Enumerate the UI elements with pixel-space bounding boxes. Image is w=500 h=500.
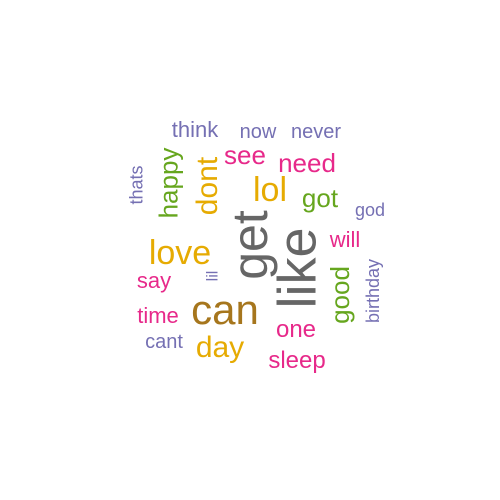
cloud-word-thats: thats [127,165,147,205]
cloud-word-lil: lil [203,270,221,282]
cloud-word-birthday: birthday [362,258,383,324]
cloud-word-day: day [195,331,245,364]
cloud-word-love: love [148,234,212,272]
cloud-word-time: time [137,303,179,328]
cloud-word-see: see [224,140,266,170]
cloud-word-think: think [171,117,219,142]
cloud-word-god: god [354,200,386,220]
cloud-word-now: now [239,121,277,143]
cloud-word-happy: happy [153,147,183,219]
cloud-word-cant: cant [145,331,183,353]
cloud-word-get: get [221,210,278,280]
cloud-word-say: say [136,268,172,293]
cloud-word-never: never [290,121,342,143]
cloud-word-dont: dont [190,156,224,216]
cloud-word-good: good [325,266,355,324]
cloud-word-like: like [268,227,328,309]
cloud-word-need: need [278,148,336,178]
cloud-word-lol: lol [252,171,288,209]
cloud-word-can: can [191,286,259,333]
cloud-word-will: will [329,227,361,252]
cloud-word-one: one [275,316,317,343]
cloud-word-sleep: sleep [268,347,326,374]
cloud-word-got: got [301,183,339,213]
